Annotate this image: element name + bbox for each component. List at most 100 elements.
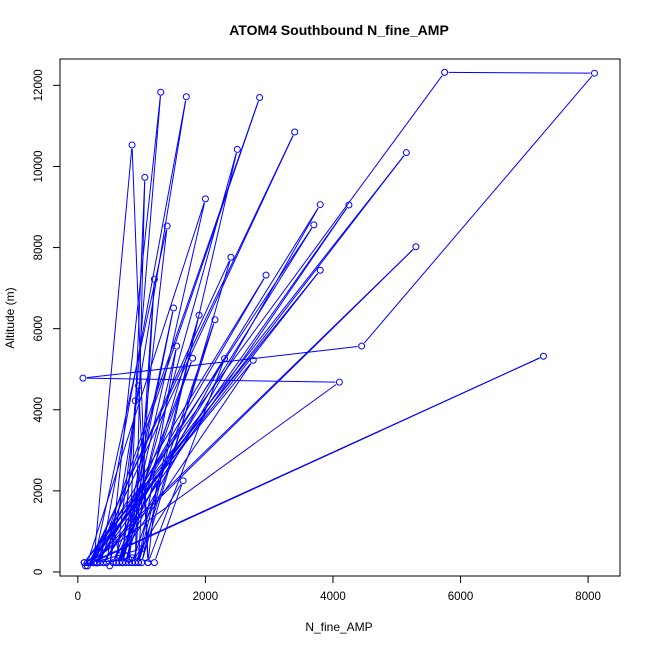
- data-point: [163, 222, 171, 230]
- series-segment: [126, 318, 199, 559]
- series-segment: [95, 135, 294, 560]
- data-point: [335, 378, 343, 386]
- series-segment: [98, 207, 319, 560]
- data-point: [201, 195, 209, 203]
- x-tick-label: 0: [75, 591, 81, 603]
- data-point: [150, 559, 158, 567]
- data-point: [256, 94, 264, 102]
- series-segment: [94, 357, 541, 562]
- chart-title: ATOM4 Southbound N_fine_AMP: [229, 22, 449, 38]
- data-point: [291, 128, 299, 136]
- y-axis-label: Altitude (m): [3, 287, 17, 348]
- series-points: [79, 68, 598, 570]
- data-point: [93, 559, 101, 567]
- y-tick-label: 4000: [33, 397, 45, 423]
- series-segment: [448, 71, 591, 74]
- series-segment: [91, 278, 265, 560]
- data-point: [590, 69, 598, 77]
- data-point: [195, 311, 203, 319]
- data-point: [233, 145, 241, 153]
- series-segment: [122, 404, 136, 559]
- data-point: [119, 559, 127, 567]
- series-segment: [120, 482, 157, 553]
- series-segment: [129, 556, 151, 563]
- data-point: [144, 559, 152, 567]
- data-point: [150, 275, 158, 283]
- data-point: [189, 354, 197, 362]
- y-tick-label: 10000: [33, 150, 45, 182]
- series-segment: [113, 529, 119, 552]
- y-tick-label: 8000: [33, 235, 45, 261]
- data-point: [131, 397, 139, 405]
- y-axis: 0 2000 4000 6000 8000 10000 12000: [33, 69, 61, 575]
- y-tick-label: 0: [33, 569, 45, 575]
- series-segment: [136, 552, 141, 560]
- x-tick-label: 8000: [575, 591, 601, 603]
- data-point: [316, 266, 324, 274]
- data-point: [182, 93, 190, 101]
- data-point: [345, 201, 353, 209]
- data-point: [211, 316, 219, 324]
- series-segment: [122, 311, 174, 559]
- data-point: [109, 521, 117, 529]
- data-point: [262, 271, 270, 279]
- plot-frame: [59, 58, 621, 577]
- series-segment: [96, 249, 414, 561]
- series-segment: [132, 323, 215, 559]
- data-point: [179, 477, 187, 485]
- data-point: [141, 173, 149, 181]
- series-segment: [133, 483, 182, 560]
- data-point: [154, 475, 162, 483]
- y-tick-label: 6000: [33, 316, 45, 342]
- y-tick-label: 12000: [33, 69, 45, 101]
- series-segment: [93, 148, 133, 559]
- data-point: [103, 559, 111, 567]
- series-segment: [119, 311, 174, 559]
- series-segment: [113, 361, 192, 560]
- data-point: [128, 141, 136, 149]
- series-segment: [138, 319, 199, 559]
- series-segment: [138, 389, 149, 559]
- data-point: [249, 356, 257, 364]
- data-point: [173, 342, 181, 350]
- x-axis-label: N_fine_AMP: [305, 620, 372, 634]
- data-point: [441, 68, 449, 76]
- series-segment: [109, 100, 187, 562]
- series-segment: [88, 384, 337, 564]
- data-point: [221, 355, 229, 363]
- series-segment: [91, 260, 230, 560]
- series-segment: [135, 283, 155, 559]
- series-segment: [139, 323, 215, 559]
- data-point: [227, 253, 235, 261]
- data-point: [90, 559, 98, 567]
- series-segment: [155, 484, 183, 560]
- series-segment: [109, 96, 161, 562]
- data-point: [125, 555, 133, 563]
- series-segment: [138, 283, 155, 559]
- x-tick-label: 6000: [448, 591, 474, 603]
- data-point: [79, 374, 87, 382]
- data-point: [115, 552, 123, 560]
- data-point: [131, 559, 139, 567]
- data-point: [402, 149, 410, 157]
- y-tick-label: 2000: [33, 478, 45, 504]
- data-point: [539, 352, 547, 360]
- series-segment: [106, 529, 113, 559]
- data-point: [310, 221, 318, 229]
- data-point: [134, 382, 142, 390]
- data-point: [170, 304, 178, 312]
- x-tick-label: 4000: [320, 591, 346, 603]
- series-segment: [363, 75, 593, 344]
- series-lines: [86, 71, 593, 565]
- series-segment: [147, 482, 158, 559]
- data-point: [316, 201, 324, 209]
- data-point: [157, 88, 165, 96]
- series-segment: [100, 100, 187, 559]
- x-axis: 0 2000 4000 6000 8000: [75, 575, 601, 603]
- data-point: [358, 342, 366, 350]
- series-segment: [117, 207, 319, 560]
- data-point: [412, 243, 420, 251]
- x-tick-label: 2000: [193, 591, 219, 603]
- series-segment: [148, 362, 224, 560]
